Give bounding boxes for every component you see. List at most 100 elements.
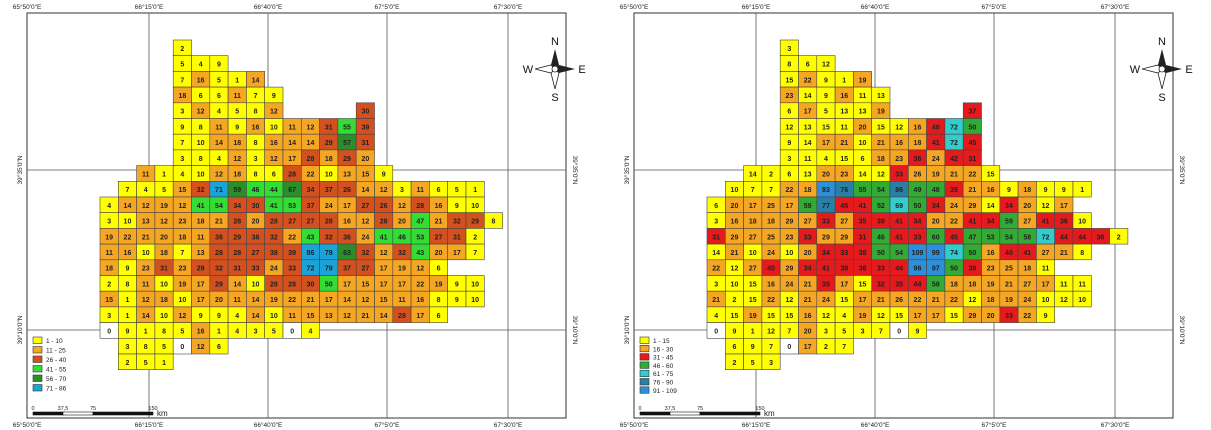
cell-value: 21 (712, 297, 720, 304)
cell-value: 33 (914, 234, 922, 241)
grid-cell: 35 (853, 212, 872, 229)
axis-label-bottom: 66°15'0"E (135, 421, 164, 429)
grid-cell: 26 (374, 196, 394, 213)
grid-cell: 41 (962, 212, 982, 229)
cell-value: 43 (307, 234, 315, 241)
cell-value: 26 (895, 297, 903, 304)
grid-cell: 35 (944, 181, 964, 198)
cell-value: 37 (343, 266, 351, 273)
cell-value: 16 (416, 297, 424, 304)
cell-value: 45 (840, 203, 848, 210)
cell-value: 13 (804, 171, 812, 178)
cell-value: 19 (859, 77, 867, 84)
north-arrow-icon: N S E W (523, 36, 586, 104)
grid-cell: 13 (798, 118, 818, 135)
grid-cell: 20 (429, 243, 448, 261)
grid-cell: 8 (429, 290, 448, 308)
cell-value: 12 (416, 266, 424, 273)
grid-cell: 44 (907, 275, 927, 292)
cell-value: 33 (840, 250, 848, 257)
grid-cell: 4 (816, 149, 836, 166)
cell-value: 5 (144, 360, 148, 367)
cell-value: 10 (270, 124, 278, 131)
cell-value: 27 (1023, 219, 1031, 226)
grid-cell: 1 (154, 353, 174, 370)
grid-cell: 22 (779, 181, 799, 198)
grid-cell: 5 (154, 181, 174, 198)
grid-cell: 8 (191, 118, 211, 135)
cell-value: 17 (822, 140, 830, 147)
cell-value: 28 (288, 281, 296, 288)
grid-cell: 26 (889, 290, 909, 308)
grid-cell: 14 (118, 196, 137, 213)
grid-cell: 43 (300, 228, 320, 245)
cell-value: 17 (914, 313, 922, 320)
grid-cell: 59 (227, 181, 247, 198)
grid-cell: 10 (172, 290, 192, 308)
cell-value: 12 (785, 124, 793, 131)
grid-cell: 34 (999, 196, 1019, 213)
cell-value: 6 (437, 313, 441, 320)
grid-cell: 31 (853, 228, 872, 245)
grid-cell: 37 (337, 259, 357, 276)
legend-item: 61 - 75 (639, 369, 674, 378)
cell-value: 10 (160, 313, 168, 320)
grid-cell: 10 (465, 275, 485, 292)
cell-value: 41 (380, 234, 388, 241)
grid-cell: 18 (227, 133, 247, 151)
grid-cell: 3 (706, 212, 726, 229)
cell-value: 0 (107, 328, 111, 335)
grid-cell: 20 (725, 196, 744, 213)
grid-cell: 7 (834, 337, 854, 355)
grid-cell: 25 (761, 196, 781, 213)
grid-cell: 21 (926, 290, 946, 308)
grid-cell: 18 (172, 228, 192, 245)
cell-value: 12 (785, 297, 793, 304)
grid-cell: 24 (319, 196, 339, 213)
grid-cell: 10 (191, 165, 211, 182)
grid-cell: 29 (209, 275, 229, 292)
compass-e-label: E (578, 64, 585, 76)
cell-value: 5 (217, 77, 221, 84)
cell-value: 45 (950, 234, 958, 241)
cell-value: 29 (471, 219, 479, 226)
grid-cell: 24 (355, 228, 375, 245)
cell-value: 4 (217, 109, 221, 116)
grid-cell: 16 (981, 181, 1001, 198)
grid-cell: 67 (282, 181, 302, 198)
cell-value: 5 (824, 109, 828, 116)
grid-cell: 21 (429, 212, 448, 229)
grid-cell: 3 (99, 306, 119, 323)
cell-value: 33 (288, 266, 296, 273)
cell-value: 18 (1023, 187, 1031, 194)
cell-value: 23 (178, 266, 186, 273)
cell-value: 15 (840, 156, 848, 163)
grid-cell: 28 (410, 196, 430, 213)
grid-cell: 11 (227, 290, 247, 308)
cell-value: 4 (235, 328, 239, 335)
grid-cell: 21 (355, 306, 375, 323)
grid-cell: 24 (761, 243, 781, 261)
cell-value: 9 (732, 328, 736, 335)
grid-cell: 14 (246, 71, 265, 88)
legend-label: 46 - 60 (653, 363, 674, 370)
cell-value: 9 (1007, 187, 1011, 194)
grid-cell: 18 (154, 243, 174, 261)
cell-value: 3 (254, 328, 258, 335)
cell-value: 1 (125, 313, 129, 320)
grid-cell: 34 (227, 196, 247, 213)
cell-value: 97 (932, 266, 940, 273)
grid-cell: 14 (798, 133, 818, 151)
cell-value: 9 (1044, 313, 1048, 320)
cell-value: 40 (1005, 250, 1013, 257)
grid-cell: 9 (447, 290, 467, 308)
grid-cell: 21 (1054, 243, 1074, 261)
cell-value: 22 (307, 171, 315, 178)
grid-cell: 50 (319, 275, 339, 292)
cell-value: 99 (932, 250, 940, 257)
cell-value: 20 (160, 234, 168, 241)
cell-value: 21 (1005, 281, 1013, 288)
cell-value: 6 (732, 344, 736, 351)
cell-value: 18 (233, 140, 241, 147)
cell-value: 59 (932, 281, 940, 288)
